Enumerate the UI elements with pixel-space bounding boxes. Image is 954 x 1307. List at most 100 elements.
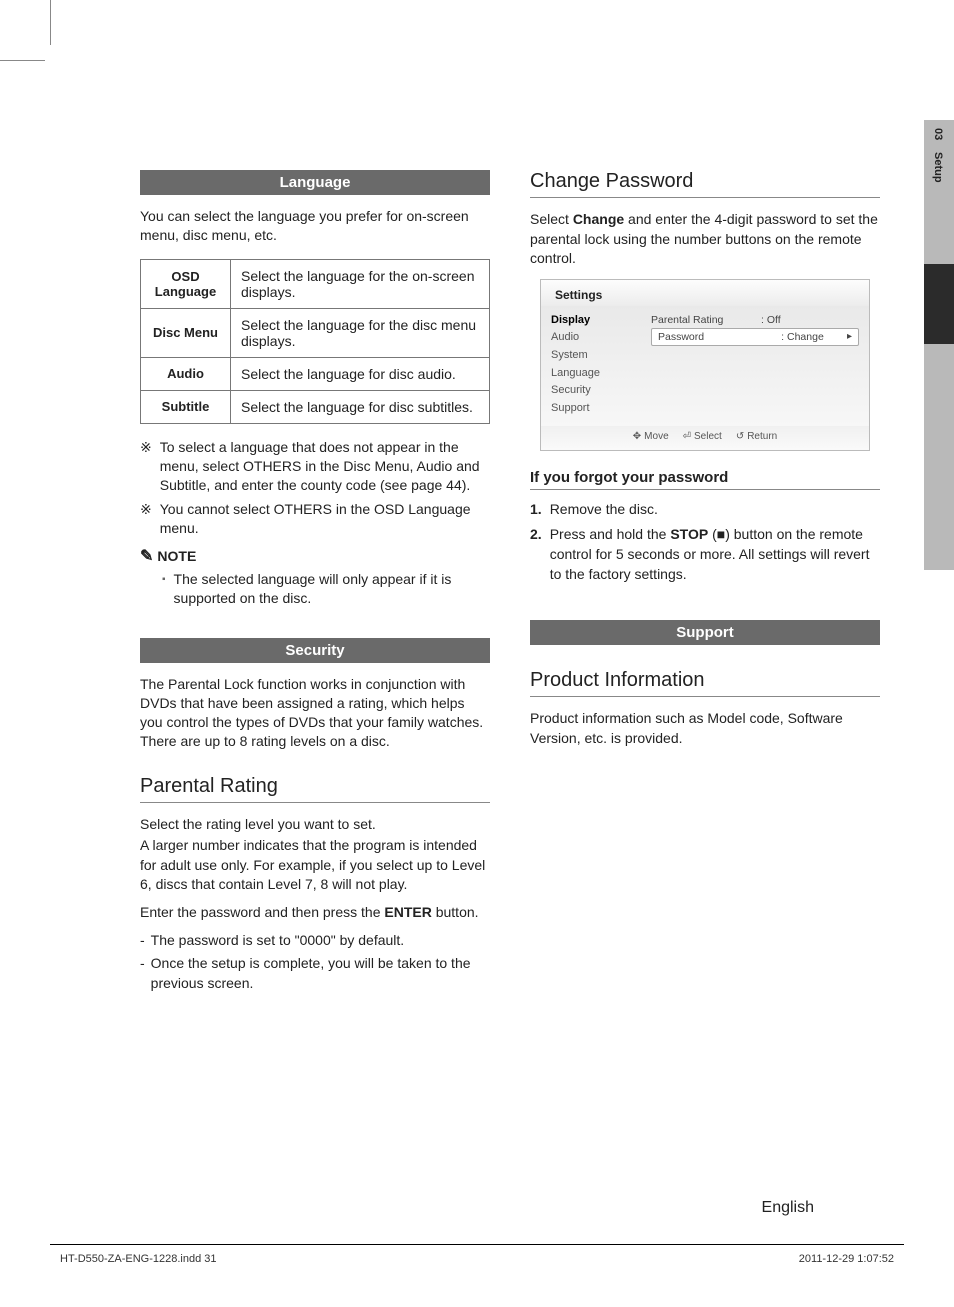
lang-row-key: OSD Language — [141, 259, 231, 308]
t-stop: STOP — [670, 526, 708, 542]
crop-mark-h — [0, 60, 45, 61]
lang-row-key: Subtitle — [141, 390, 231, 423]
lang-row-key: Disc Menu — [141, 308, 231, 357]
item-text: Press and hold the STOP (■) button on th… — [550, 525, 880, 584]
table-row: OSD Language Select the language for the… — [141, 259, 490, 308]
footer-file-info: HT-D550-ZA-ENG-1228.indd 31 — [60, 1253, 217, 1265]
settings-menu-item: Support — [551, 400, 631, 418]
language-section-bar: Language — [140, 170, 490, 195]
settings-menu-item: Display — [551, 312, 631, 330]
lang-row-val: Select the language for the on-screen di… — [231, 259, 490, 308]
page: Language You can select the language you… — [50, 0, 920, 1307]
table-row: Audio Select the language for disc audio… — [141, 357, 490, 390]
footer-return: ↺Return — [736, 431, 777, 442]
settings-title: Settings — [541, 280, 869, 306]
settings-menu-item: Language — [551, 365, 631, 383]
footer-language: English — [762, 1199, 814, 1217]
list-item-text: To select a language that does not appea… — [160, 438, 490, 495]
support-section-bar: Support — [530, 620, 880, 645]
security-section-bar: Security — [140, 638, 490, 663]
list-item: ※ To select a language that does not app… — [140, 438, 490, 495]
security-intro: The Parental Lock function works in conj… — [140, 675, 490, 751]
settings-body: Display Audio System Language Security S… — [541, 306, 869, 426]
product-info-p: Product information such as Model code, … — [530, 709, 880, 748]
settings-footer: ✥Move ⏎Select ↺Return — [541, 426, 869, 450]
select-icon: ⏎ — [683, 431, 691, 442]
list-item: - The password is set to "0000" by defau… — [140, 931, 490, 951]
footer-timestamp: 2011-12-29 1:07:52 — [799, 1253, 894, 1265]
settings-row-selected: Password : Change ▸ — [651, 328, 859, 346]
p3-c: button. — [432, 904, 479, 920]
note-text: The selected language will only appear i… — [174, 570, 490, 608]
parental-rating-heading: Parental Rating — [140, 775, 490, 803]
note-icon: ✎ — [140, 546, 153, 566]
columns: Language You can select the language you… — [140, 170, 880, 997]
dash-icon: - — [140, 954, 145, 993]
list-item: 2. Press and hold the STOP (■) button on… — [530, 525, 880, 584]
lang-row-val: Select the language for disc subtitles. — [231, 390, 490, 423]
settings-row-value: : Change — [781, 331, 824, 343]
language-notes-list: ※ To select a language that does not app… — [140, 438, 490, 538]
language-table: OSD Language Select the language for the… — [140, 259, 490, 424]
settings-menu: Display Audio System Language Security S… — [541, 306, 641, 426]
parental-dash-list: - The password is set to "0000" by defau… — [140, 931, 490, 994]
table-row: Subtitle Select the language for disc su… — [141, 390, 490, 423]
side-tab-chapter: 03 — [932, 128, 944, 140]
lang-row-val: Select the language for the disc menu di… — [231, 308, 490, 357]
note-body: ▪ The selected language will only appear… — [140, 570, 490, 608]
product-info-heading: Product Information — [530, 669, 880, 697]
list-item: 1. Remove the disc. — [530, 500, 880, 520]
item-text: Remove the disc. — [550, 500, 658, 520]
left-column: Language You can select the language you… — [140, 170, 490, 997]
parental-rating-p2: A larger number indicates that the progr… — [140, 836, 490, 895]
settings-row-value: : Off — [761, 314, 781, 326]
footer-select: ⏎Select — [683, 431, 722, 442]
list-item-text: You cannot select OTHERS in the OSD Lang… — [160, 500, 490, 538]
side-tab-title: Setup — [932, 152, 944, 183]
side-tab: 03 Setup — [924, 120, 954, 570]
parental-rating-p1: Select the rating level you want to set. — [140, 815, 490, 835]
reference-mark-icon: ※ — [140, 500, 152, 538]
settings-screenshot: Settings Display Audio System Language S… — [540, 279, 870, 451]
note-label: NOTE — [157, 548, 196, 564]
list-item: - Once the setup is complete, you will b… — [140, 954, 490, 993]
table-row: Disc Menu Select the language for the di… — [141, 308, 490, 357]
settings-menu-item: Security — [551, 382, 631, 400]
bullet-icon: ▪ — [162, 573, 166, 608]
note-heading: ✎ NOTE — [140, 546, 490, 566]
settings-row-label: Parental Rating — [651, 314, 751, 326]
footer-select-label: Select — [694, 431, 722, 442]
item-number: 1. — [530, 500, 542, 520]
item-number: 2. — [530, 525, 542, 584]
cp-change: Change — [573, 211, 624, 227]
settings-menu-item: Audio — [551, 329, 631, 347]
footer-return-label: Return — [747, 431, 777, 442]
dash-text: The password is set to "0000" by default… — [151, 931, 405, 951]
t-a: Press and hold the — [550, 526, 671, 542]
reference-mark-icon: ※ — [140, 438, 152, 495]
right-arrow-icon: ▸ — [847, 331, 852, 342]
settings-row-label: Password — [658, 331, 758, 343]
lang-row-val: Select the language for disc audio. — [231, 357, 490, 390]
list-item: ※ You cannot select OTHERS in the OSD La… — [140, 500, 490, 538]
cp-a: Select — [530, 211, 573, 227]
forgot-password-list: 1. Remove the disc. 2. Press and hold th… — [530, 500, 880, 584]
change-password-heading: Change Password — [530, 170, 880, 198]
p3-a: Enter the password and then press the — [140, 904, 384, 920]
p3-enter: ENTER — [384, 904, 431, 920]
settings-menu-item: System — [551, 347, 631, 365]
return-icon: ↺ — [736, 431, 744, 442]
footer-move: ✥Move — [633, 431, 669, 442]
settings-content: Parental Rating : Off Password : Change … — [641, 306, 869, 426]
forgot-password-heading: If you forgot your password — [530, 469, 880, 490]
footer-move-label: Move — [644, 431, 668, 442]
change-password-p: Select Change and enter the 4-digit pass… — [530, 210, 880, 269]
settings-row: Parental Rating : Off — [651, 312, 859, 328]
side-tab-dark — [924, 264, 954, 344]
dash-text: Once the setup is complete, you will be … — [151, 954, 490, 993]
lang-row-key: Audio — [141, 357, 231, 390]
footer-line — [50, 1244, 904, 1245]
language-intro: You can select the language you prefer f… — [140, 207, 490, 245]
move-icon: ✥ — [633, 431, 641, 442]
right-column: Change Password Select Change and enter … — [530, 170, 880, 997]
